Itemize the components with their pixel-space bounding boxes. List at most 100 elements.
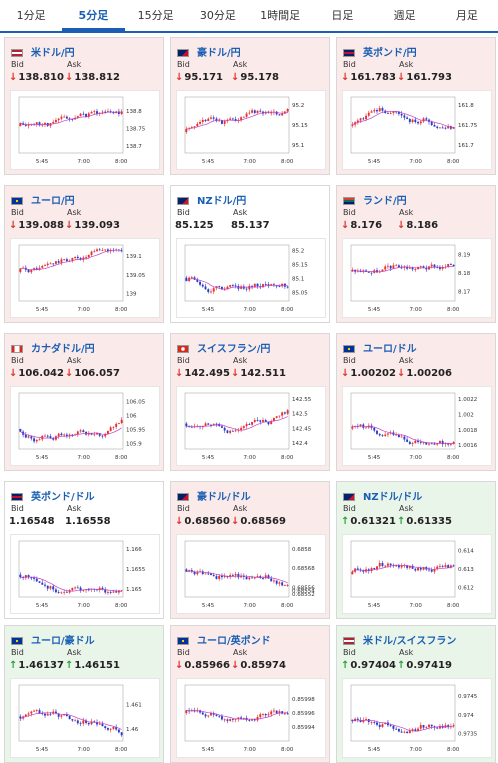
rate-card[interactable]: NZドル/円 Bid Ask 85.125 85.137 85.2 85.15 85.1 85.…	[170, 185, 330, 323]
rate-card[interactable]: 英ポンド/円 Bid Ask ↓161.783 ↓161.793 161.8 161.75 1…	[336, 37, 496, 175]
rate-card[interactable]: 米ドル/スイスフラン Bid Ask ↑0.97404 ↑0.97419 0.9745 0.…	[336, 625, 496, 763]
x-tick-label: 5:45	[202, 747, 215, 753]
tab-0[interactable]: 1分足	[16, 9, 46, 22]
rate-card[interactable]: 豪ドル/ドル Bid Ask ↓0.68560 ↓0.68569 0.6858 0.6856…	[170, 481, 330, 619]
bid-label: Bid	[343, 208, 356, 217]
mini-chart[interactable]: 161.8 161.75 161.7 5:45 7:00 8:00	[342, 90, 492, 170]
rate-card[interactable]: カナダドル/円 Bid Ask ↓106.042 ↓106.057 106.05 106 10…	[4, 333, 164, 471]
x-tick-label: 7:00	[409, 603, 422, 609]
pair-title[interactable]: ユーロ/ドル	[343, 340, 417, 355]
ask-label: Ask	[233, 504, 248, 513]
pair-title[interactable]: 米ドル/スイスフラン	[343, 632, 456, 647]
pair-name: カナダドル/円	[31, 344, 95, 355]
candle	[384, 431, 387, 437]
mini-chart[interactable]: 95.2 95.15 95.1 5:45 7:00 8:00	[176, 90, 326, 170]
pair-title[interactable]: 英ポンド/ドル	[11, 488, 95, 503]
pair-title[interactable]: 豪ドル/ドル	[177, 488, 251, 503]
moving-average-line	[186, 278, 288, 290]
candle	[117, 729, 120, 734]
pair-title[interactable]: 英ポンド/円	[343, 44, 417, 59]
rate-card[interactable]: ユーロ/ドル Bid Ask ↓1.00202 ↓1.00206 1.0022 1.002 1…	[336, 333, 496, 471]
pair-title[interactable]: スイスフラン/円	[177, 340, 270, 355]
tab-3[interactable]: 30分足	[199, 9, 236, 22]
moving-average-line	[352, 110, 454, 128]
au-flag-icon	[177, 49, 189, 57]
candle	[414, 117, 417, 124]
tab-4[interactable]: 1時間足	[260, 9, 301, 22]
candle	[93, 249, 96, 253]
x-tick-label: 8:00	[447, 747, 460, 753]
mini-chart[interactable]: 8.19 8.18 8.17 5:45 7:00 8:00	[342, 238, 492, 318]
tab-5[interactable]: 日足	[331, 9, 354, 22]
pair-title[interactable]: NZドル/ドル	[343, 488, 422, 503]
pair-title[interactable]: ユーロ/豪ドル	[11, 632, 95, 647]
rate-card[interactable]: 英ポンド/ドル Bid Ask 1.16548 1.16558 1.166 1.1655 1.…	[4, 481, 164, 619]
rate-card[interactable]: ランド/円 Bid Ask ↓8.176 ↓8.186 8.19 8.18 8.17 5:45 7…	[336, 185, 496, 323]
moving-average-line	[352, 719, 454, 732]
gb-flag-icon	[11, 493, 23, 501]
candle	[378, 560, 381, 569]
rate-card[interactable]: ユーロ/円 Bid Ask ↓139.088 ↓139.093 139.1 139.05 13…	[4, 185, 164, 323]
candle	[436, 125, 439, 130]
mini-chart[interactable]: 1.166 1.1655 1.165 5:45 7:00 8:00	[10, 534, 160, 614]
rate-card[interactable]: ユーロ/英ポンド Bid Ask ↓0.85966 ↓0.85974 0.85998 0.8…	[170, 625, 330, 763]
mini-chart[interactable]: 142.55 142.5 142.45 142.4 5:45 7:00 8:00	[176, 386, 326, 466]
candle	[85, 718, 88, 725]
mini-chart[interactable]: 1.461 1.46 5:45 7:00 8:00	[10, 678, 160, 758]
pair-title[interactable]: NZドル/円	[177, 192, 246, 207]
mini-chart[interactable]: 106.05 106 105.95 105.9 5:45 7:00 8:00	[10, 386, 160, 466]
tab-6[interactable]: 週足	[393, 9, 416, 22]
mini-chart[interactable]: 1.0022 1.002 1.0018 1.0016 5:45 7:00 8:00	[342, 386, 492, 466]
x-tick-label: 8:00	[281, 159, 294, 165]
candle	[196, 121, 199, 127]
candle	[356, 118, 359, 125]
candle	[386, 263, 389, 270]
mini-chart[interactable]: 138.8 138.75 138.7 5:45 7:00 8:00	[10, 90, 160, 170]
candle	[212, 287, 215, 294]
plot-frame	[350, 684, 456, 742]
rate-card[interactable]: 米ドル/円 Bid Ask ↓138.810 ↓138.812 138.8 138.75 13…	[4, 37, 164, 175]
rate-card[interactable]: NZドル/ドル Bid Ask ↑0.61321 ↑0.61335 0.614 0.613 0…	[336, 481, 496, 619]
candle	[378, 105, 381, 112]
candle	[403, 730, 406, 734]
rate-card[interactable]: 豪ドル/円 Bid Ask ↓95.171 ↓95.178 95.2 95.15 95.1 5:…	[170, 37, 330, 175]
candle	[35, 439, 38, 444]
tab-7[interactable]: 月足	[455, 9, 478, 22]
arrow-down-icon: ↓	[231, 72, 240, 83]
candle	[201, 117, 204, 125]
tab-2[interactable]: 15分足	[137, 9, 174, 22]
candle	[68, 715, 71, 720]
mini-chart[interactable]: 0.85998 0.85996 0.85994 5:45 7:00 8:00	[176, 678, 326, 758]
tab-1[interactable]: 5分足	[62, 0, 125, 31]
x-tick-label: 7:00	[409, 307, 422, 313]
pair-title[interactable]: 豪ドル/円	[177, 44, 241, 59]
candle	[207, 715, 210, 718]
candle	[452, 264, 455, 267]
au-flag-icon	[177, 493, 189, 501]
pair-title[interactable]: ユーロ/円	[11, 192, 75, 207]
pair-title[interactable]: ユーロ/英ポンド	[177, 632, 271, 647]
rate-card[interactable]: スイスフラン/円 Bid Ask ↓142.495 ↓142.511 142.55 142.…	[170, 333, 330, 471]
mini-chart[interactable]: 0.6858 0.68568 0.68556 0.68554 0.68552 5:45 7:…	[176, 534, 326, 614]
candle	[96, 108, 98, 116]
pair-title[interactable]: カナダドル/円	[11, 340, 95, 355]
candlestick-chart: 1.461 1.46 5:45 7:00 8:00	[18, 684, 142, 753]
candle	[425, 725, 428, 729]
candle	[106, 248, 109, 254]
candle	[27, 122, 30, 129]
y-tick-label: 0.85998	[292, 697, 315, 703]
pair-title[interactable]: ランド/円	[343, 192, 407, 207]
candle	[414, 568, 417, 572]
mini-chart[interactable]: 85.2 85.15 85.1 85.05 5:45 7:00 8:00	[176, 238, 326, 318]
mini-chart[interactable]: 139.1 139.05 139 5:45 7:00 8:00	[10, 238, 160, 318]
pair-title[interactable]: 米ドル/円	[11, 44, 75, 59]
rate-card[interactable]: ユーロ/豪ドル Bid Ask ↑1.46137 ↑1.46151 1.461 1.46 5:…	[4, 625, 164, 763]
candle	[419, 265, 422, 269]
ask-price: 85.137	[231, 220, 270, 231]
ask-label: Ask	[67, 648, 82, 657]
candle	[278, 581, 281, 587]
mini-chart[interactable]: 0.614 0.613 0.612 5:45 7:00 8:00	[342, 534, 492, 614]
y-tick-label: 0.9745	[458, 694, 478, 700]
mini-chart[interactable]: 0.9745 0.974 0.9735 5:45 7:00 8:00	[342, 678, 492, 758]
candle	[392, 262, 395, 269]
